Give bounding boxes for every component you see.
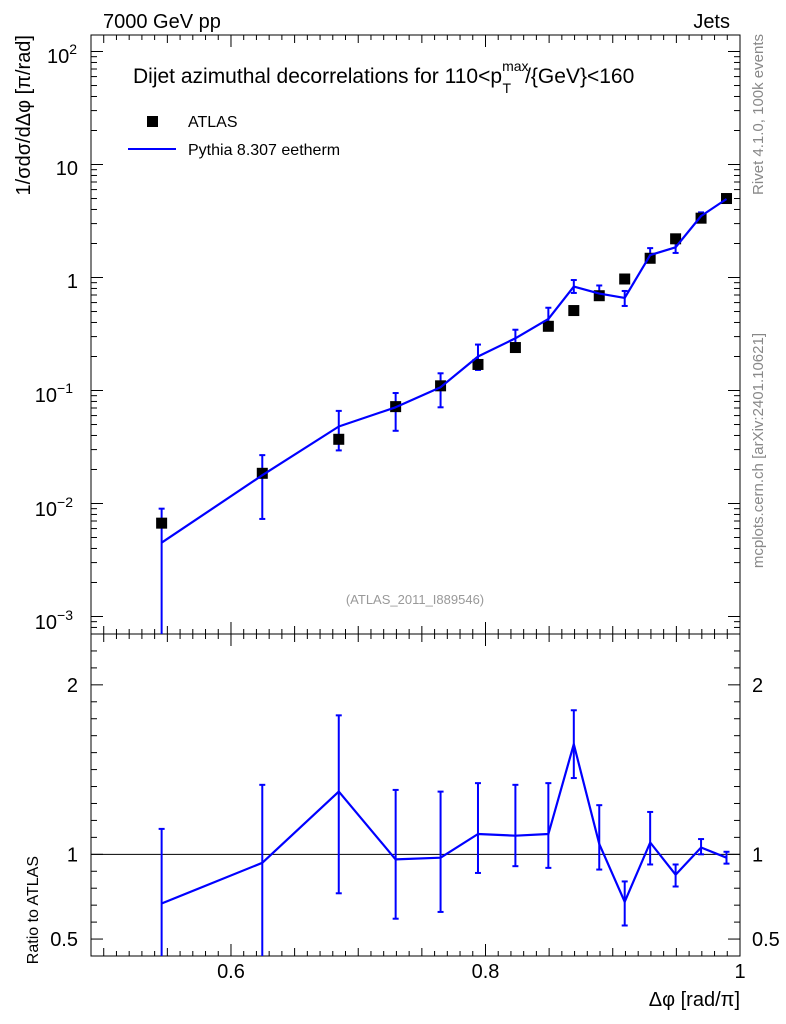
ratio-y-tick-label: 1 (67, 844, 78, 866)
ratio-y-axis-title: Ratio to ATLAS (25, 856, 42, 964)
ratio-y-tick-label-right: 0.5 (752, 929, 780, 951)
atlas-data-point (644, 252, 656, 264)
y-axis-title: 1/σdσ/dΔφ [π/rad] (13, 35, 35, 195)
y-tick-label-0.1: 10−1 (35, 380, 73, 407)
ratio-plot-frame (90, 633, 741, 957)
atlas-data-point (593, 290, 605, 302)
legend-marker-atlas (147, 116, 158, 127)
header-right: Jets (693, 11, 730, 33)
mcplots-label: mcplots.cern.ch [arXiv:2401.10621] (750, 333, 767, 568)
axis-ticks: 0.6 0.8 1 0.5 0.5 1 1 2 2 (50, 35, 780, 983)
atlas-data-point (670, 233, 682, 245)
y-tick-label-1: 1 (67, 271, 78, 293)
y-tick-label-0.001: 10−3 (35, 607, 73, 634)
x-tick-label: 0.8 (472, 961, 500, 983)
atlas-data-point (472, 358, 484, 370)
atlas-data-point (509, 342, 521, 354)
x-tick-label: 1 (734, 961, 745, 983)
atlas-data-point (619, 273, 631, 285)
atlas-data-point (721, 193, 733, 205)
main-y-tick-labels: 102 10 1 10−1 10−2 10−3 (35, 41, 78, 634)
ratio-plot-area (91, 709, 740, 956)
legend-label-atlas: ATLAS (188, 114, 238, 131)
y-tick-label-0.01: 10−2 (35, 494, 73, 521)
rivet-version-label: Rivet 4.1.0, 100k events (750, 34, 767, 195)
atlas-data-point (156, 517, 168, 529)
atlas-data-point (695, 212, 707, 224)
ratio-series-line (161, 743, 727, 905)
chart-title: Dijet azimuthal decorrelations for 110<p… (133, 58, 634, 96)
header-left: 7000 GeV pp (103, 11, 221, 33)
legend-label-pythia: Pythia 8.307 eetherm (188, 142, 340, 159)
x-axis-title: Δφ [rad/π] (649, 989, 740, 1011)
atlas-data-point (333, 433, 345, 445)
atlas-data-point (542, 320, 554, 332)
x-tick-label: 0.6 (217, 961, 245, 983)
y-tick-label-10: 10 (56, 158, 78, 180)
mc-series-line (160, 198, 728, 544)
ratio-y-tick-label: 2 (67, 675, 78, 697)
y-tick-label-100: 102 (47, 41, 77, 68)
analysis-watermark: (ATLAS_2011_I889546) (346, 592, 484, 607)
ratio-y-tick-label-right: 1 (752, 844, 763, 866)
atlas-data-point (568, 305, 580, 317)
main-plot-area (156, 193, 733, 634)
atlas-data-point (256, 467, 268, 479)
ratio-y-tick-label: 0.5 (50, 929, 78, 951)
ratio-y-tick-label-right: 2 (752, 675, 763, 697)
